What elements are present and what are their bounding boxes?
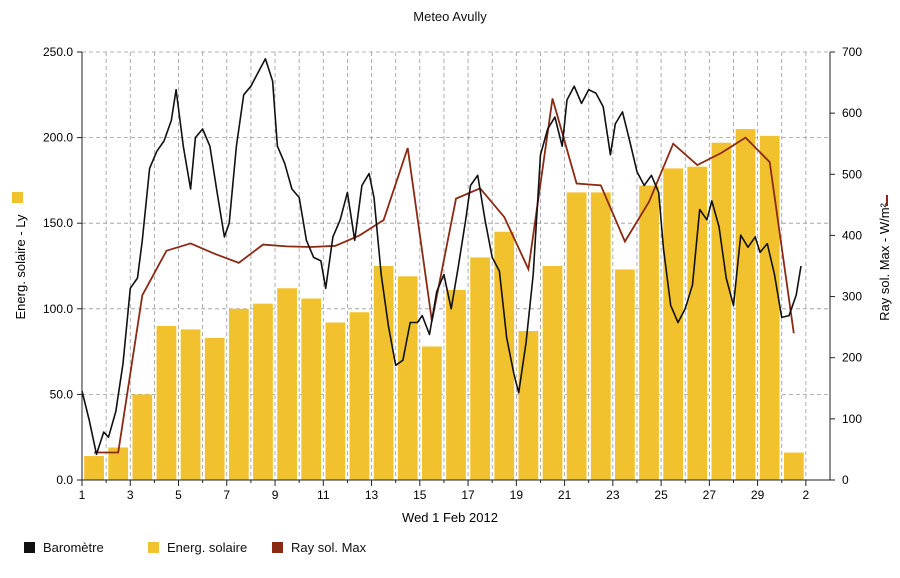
legend-item-radiation: Ray sol. Max [272,540,366,555]
legend: Baromètre Energ. solaire Ray sol. Max [0,540,900,564]
energy-bar [325,322,346,480]
y-right-tick-label: 200 [842,351,862,365]
y-left-tick-label: 0.0 [56,473,73,487]
y-right-tick-label: 700 [842,45,862,59]
energy-bar [373,266,394,480]
energy-bar [735,129,756,481]
energy-bar [566,192,587,480]
energy-bar [180,329,201,480]
x-tick-label: 17 [461,488,475,502]
energy-bar [349,312,370,480]
x-tick-label: 11 [317,488,330,502]
x-tick-label: 27 [703,488,717,502]
x-tick-label: 1 [79,488,86,502]
energy-bar [253,303,273,480]
legend-label-radiation: Ray sol. Max [291,540,367,555]
energy-bar [228,308,249,480]
y-right-tick-label: 100 [842,412,862,426]
energy-bar [84,456,104,480]
energy-bar [542,266,563,480]
energy-bar [470,257,491,480]
energy-bar [277,288,297,480]
legend-item-energy: Energ. solaire [148,540,247,555]
energy-bar [615,269,635,480]
y-axis-left-label: Energ. solaire - Ly [13,214,28,320]
energy-bar [639,185,659,480]
series-lines [81,57,802,456]
energy-bar [494,231,515,480]
energy-bar [711,142,732,480]
y-right-tick-label: 600 [842,106,862,120]
y-left-tick-label: 150.0 [43,216,73,230]
energy-bar [518,331,539,480]
y-right-tick-label: 300 [842,290,862,304]
energy-bar [421,346,442,480]
axes [77,51,835,486]
energy-bars [84,129,804,481]
energy-bar [783,452,804,480]
y-left-tick-label: 200.0 [43,131,73,145]
x-tick-label: 23 [606,488,620,502]
barometer-line [81,57,802,456]
x-tick-label: 2 [803,488,810,502]
y-right-tick-label: 500 [842,167,862,181]
legend-swatch-barometer [24,542,35,553]
x-tick-label: 21 [558,488,572,502]
chart-title: Meteo Avully [413,9,487,24]
x-tick-label: 15 [413,488,427,502]
x-tick-label: 19 [510,488,524,502]
energy-bar [204,337,225,480]
x-tick-label: 25 [654,488,668,502]
energy-bar [687,166,708,481]
y-left-tick-label: 250.0 [43,45,73,59]
y-left-tick-label: 100.0 [43,302,73,316]
energy-bar [759,135,780,480]
tick-labels: 1 3 5 7 9 11 13 15 17 19 21 23 25 27 29 20.050.0100.015… [43,45,862,502]
y-right-tick-label: 0 [842,473,849,487]
legend-item-barometer: Baromètre [24,540,104,555]
energy-bar [108,447,129,480]
legend-label-barometer: Baromètre [43,540,104,555]
energy-bar [590,192,611,480]
radiation-line [94,98,795,454]
x-tick-label: 29 [751,488,765,502]
x-tick-label: 9 [272,488,279,502]
legend-swatch-radiation [272,542,283,553]
energy-axis-marker [12,192,23,203]
x-tick-label: 5 [175,488,182,502]
y-axis-right-label: Ray sol. Max - W/m² [877,202,892,320]
energy-bar [446,289,466,480]
energy-bar [663,168,684,480]
legend-label-energy: Energ. solaire [167,540,248,555]
x-axis-label: Wed 1 Feb 2012 [402,510,498,525]
energy-bar [132,394,153,480]
y-right-tick-label: 400 [842,228,862,242]
y-left-tick-label: 50.0 [50,387,74,401]
x-tick-label: 13 [365,488,379,502]
energy-bar [397,276,418,480]
energy-bar [301,298,322,480]
legend-swatch-energy [148,542,159,553]
x-tick-label: 3 [127,488,134,502]
energy-bar [156,325,177,480]
x-tick-label: 7 [223,488,230,502]
